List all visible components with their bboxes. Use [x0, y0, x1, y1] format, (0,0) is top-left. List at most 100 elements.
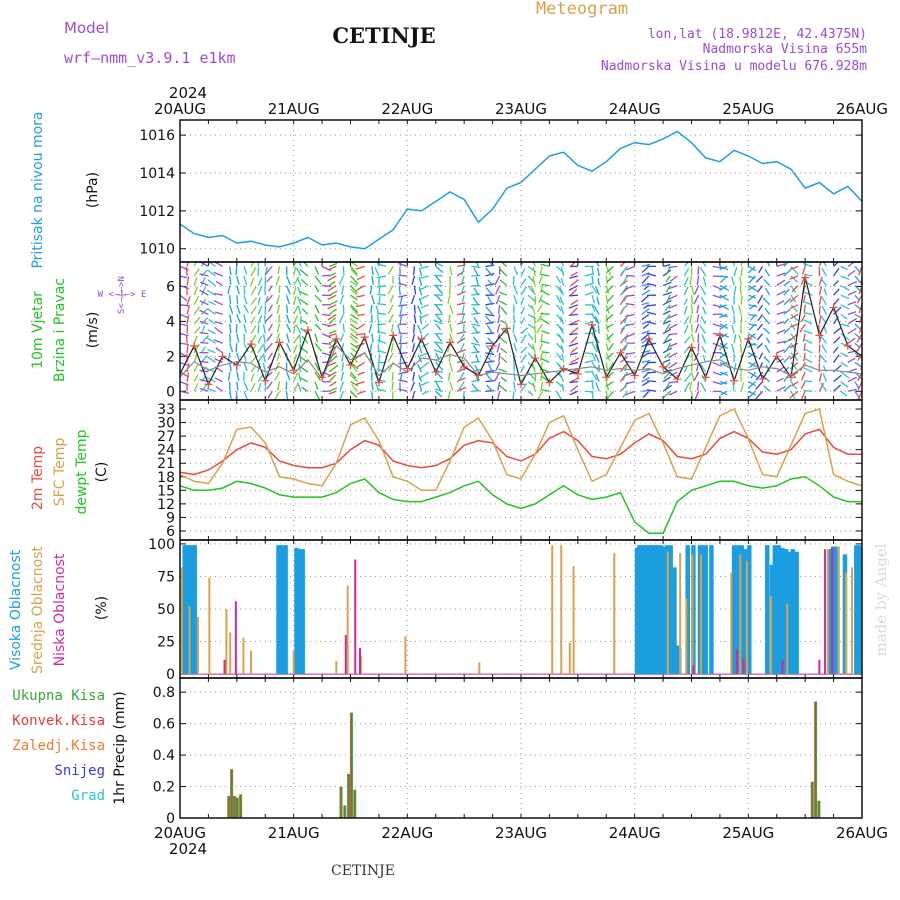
wind-arrow — [419, 371, 430, 379]
wind-arrow — [186, 305, 191, 315]
wind-arrow — [605, 285, 610, 294]
wind-arrow — [570, 319, 580, 325]
wind-arrow — [555, 352, 563, 361]
wind-arrow — [495, 285, 501, 295]
wind-arrow — [327, 371, 337, 378]
wind-point — [531, 354, 540, 363]
wind-arrow — [731, 276, 735, 286]
wind-arrow — [683, 316, 690, 325]
wind-arrow — [471, 331, 481, 335]
wind-arrow — [569, 371, 578, 375]
wind-arrow — [803, 304, 806, 314]
wind-arrow — [568, 323, 578, 326]
wind-arrow — [591, 304, 596, 312]
wind-arrow — [475, 276, 480, 286]
wind-arrow — [584, 380, 594, 383]
wind-arrow — [646, 311, 657, 316]
wind-arrow — [257, 297, 261, 305]
wind-point — [289, 366, 298, 375]
wind-arrow — [339, 294, 345, 305]
wind-arrow — [299, 268, 309, 277]
wind-arrow — [527, 371, 536, 380]
wind-arrow — [485, 360, 495, 364]
wind-arrow — [371, 266, 374, 276]
wind-point — [602, 373, 611, 382]
wind-arrow — [267, 390, 273, 399]
wind-arrow — [856, 333, 862, 343]
wind-arrow — [757, 314, 764, 322]
pressure-series-group — [180, 130, 862, 250]
wind-arrow — [328, 329, 337, 335]
wind-arrow — [847, 327, 857, 335]
cloud-low-bar — [354, 559, 357, 675]
wind-arrow — [351, 384, 359, 392]
wind-arrow — [200, 308, 209, 315]
wind-arrow — [227, 371, 231, 381]
wind-arrow — [690, 352, 694, 362]
wind-arrow — [597, 277, 600, 286]
wind-arrow — [398, 371, 408, 375]
wind-arrow — [410, 294, 416, 305]
wind-arrow — [456, 302, 466, 306]
wind-arrow — [757, 304, 764, 312]
cloud-high-bar — [661, 546, 667, 675]
wind-arrow — [668, 265, 678, 269]
wind-arrow — [833, 384, 841, 392]
wind-arrow — [776, 272, 786, 277]
precip-conv-bar — [231, 769, 233, 818]
wind-arrow — [399, 295, 403, 305]
wind-point — [474, 371, 483, 380]
wind-arrow — [718, 294, 728, 299]
cloud-ytick-label: 50 — [157, 602, 175, 618]
wind-arrow — [356, 361, 366, 368]
wind-arrow — [199, 309, 209, 315]
wind-arrow — [803, 330, 813, 335]
footer-title: CETINJE — [331, 863, 395, 879]
wind-arrow — [447, 371, 451, 381]
wind-arrow — [264, 262, 267, 267]
temp-ytick-label: 30 — [157, 416, 175, 432]
wind-arrow — [527, 390, 534, 396]
precip-conv-bar — [240, 794, 242, 818]
wind-arrow — [487, 363, 494, 373]
wind-arrow — [298, 334, 302, 344]
wind-arrow — [473, 317, 479, 325]
wind-arrow — [621, 304, 629, 312]
wind-arrow — [568, 304, 579, 309]
wind-arrow — [584, 282, 594, 287]
cloud-mid-bar — [242, 637, 245, 675]
cloud-mid-bar — [679, 553, 682, 675]
wind-arrow — [371, 381, 374, 391]
cloud-high-bar — [668, 545, 673, 675]
wind-arrow — [500, 319, 508, 325]
wind-arrow — [641, 263, 651, 267]
wind-arrow — [473, 345, 479, 354]
wind-arrow — [662, 281, 672, 287]
wind-arrow — [229, 304, 234, 314]
wind-arrow — [641, 376, 651, 383]
wind-arrow — [643, 285, 650, 291]
wind-arrow — [208, 318, 216, 325]
wind-arrow — [398, 294, 408, 298]
wind-arrow — [199, 300, 209, 306]
wind-arrow — [200, 360, 209, 364]
wind-arrow — [605, 304, 614, 312]
cloud-low-bar — [831, 547, 834, 675]
wind-arrow — [314, 275, 322, 285]
wind-arrow — [213, 299, 223, 306]
cloud-low-bar — [824, 549, 827, 675]
wind-point — [502, 324, 511, 333]
wind-arrow — [776, 349, 785, 354]
wind-arrow — [435, 285, 443, 295]
wind-arrow — [398, 274, 408, 277]
wind-arrow — [719, 323, 728, 331]
wind-arrow — [262, 353, 266, 363]
wind-arrow — [342, 323, 345, 333]
wind-arrow — [558, 326, 565, 334]
wind-arrow — [472, 307, 479, 315]
wind-arrow — [606, 275, 614, 283]
wind-direction-legend: W <—|—> E — [98, 290, 147, 300]
wind-arrow — [418, 287, 423, 296]
wind-arrow — [328, 364, 339, 373]
wind-arrow — [776, 290, 786, 296]
